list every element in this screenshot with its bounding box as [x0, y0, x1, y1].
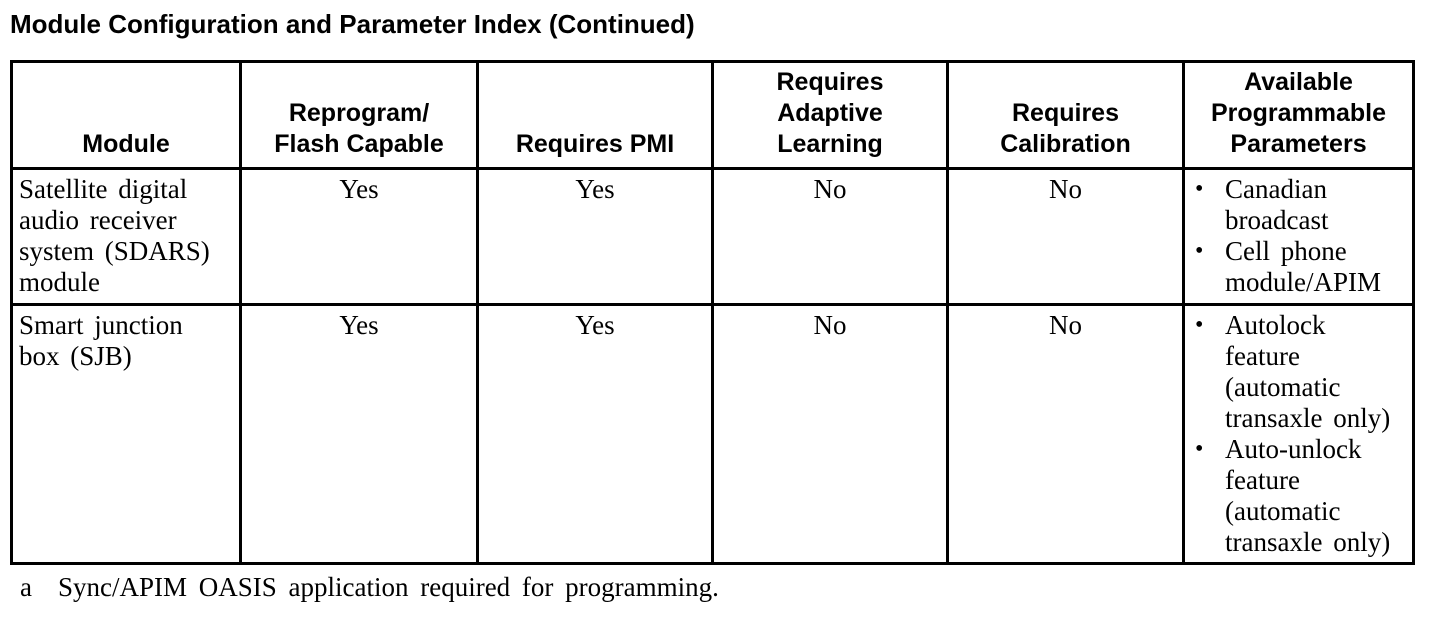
column-header-requires-pmi: Requires PMI [476, 60, 714, 170]
cell-module-name: Satellite digital audio receiver system … [10, 167, 242, 306]
table-row-smart-junction-box: Smart junction box (SJB) Yes Yes No No •… [10, 303, 1415, 565]
column-header-module: Module [10, 60, 242, 170]
parameter-text: Autolock feature (automatic transaxle on… [1225, 310, 1391, 433]
parameter-text: Cell phone module/APIM [1225, 236, 1382, 297]
parameter-list: • Canadian broadcast • Cell phone module… [1195, 174, 1402, 298]
cell-module-name: Smart junction box (SJB) [10, 303, 242, 565]
column-header-available-programmable-parameters: Available Programmable Parameters [1182, 60, 1415, 170]
parameter-text: Auto-unlock feature (automatic transaxle… [1225, 434, 1391, 557]
bullet-icon: • [1195, 312, 1204, 338]
bullet-icon: • [1195, 176, 1204, 202]
cell-requires-calibration: No [946, 303, 1185, 565]
column-header-requires-calibration: Requires Calibration [946, 60, 1185, 170]
footnote-marker: a [20, 572, 32, 602]
parameter-item: • Canadian broadcast [1195, 174, 1402, 236]
parameter-list: • Autolock feature (automatic transaxle … [1195, 310, 1402, 558]
cell-requires-pmi: Yes [476, 303, 714, 565]
module-configuration-table: Module Reprogram/ Flash Capable Requires… [10, 60, 1415, 565]
parameter-item: • Cell phone module/APIM [1195, 236, 1402, 298]
cell-requires-adaptive-learning: No [711, 303, 949, 565]
cell-programmable-parameters: • Canadian broadcast • Cell phone module… [1182, 167, 1415, 306]
table-header-row: Module Reprogram/ Flash Capable Requires… [10, 60, 1415, 170]
page-title: Module Configuration and Parameter Index… [10, 9, 695, 39]
column-header-reprogram-flash-capable: Reprogram/ Flash Capable [239, 60, 479, 170]
table-row-sdars-module: Satellite digital audio receiver system … [10, 167, 1415, 306]
parameter-item: • Autolock feature (automatic transaxle … [1195, 310, 1402, 434]
cell-requires-pmi: Yes [476, 167, 714, 306]
bullet-icon: • [1195, 436, 1204, 462]
cell-reprogram-flash-capable: Yes [239, 303, 479, 565]
bullet-icon: • [1195, 238, 1204, 264]
cell-programmable-parameters: • Autolock feature (automatic transaxle … [1182, 303, 1415, 565]
cell-requires-calibration: No [946, 167, 1185, 306]
parameter-text: Canadian broadcast [1225, 174, 1329, 235]
column-header-requires-adaptive-learning: Requires Adaptive Learning [711, 60, 949, 170]
footnote-text: Sync/APIM OASIS application required for… [57, 572, 719, 602]
parameter-item: • Auto-unlock feature (automatic transax… [1195, 434, 1402, 558]
cell-reprogram-flash-capable: Yes [239, 167, 479, 306]
cell-requires-adaptive-learning: No [711, 167, 949, 306]
footnote: a Sync/APIM OASIS application required fo… [20, 572, 719, 603]
